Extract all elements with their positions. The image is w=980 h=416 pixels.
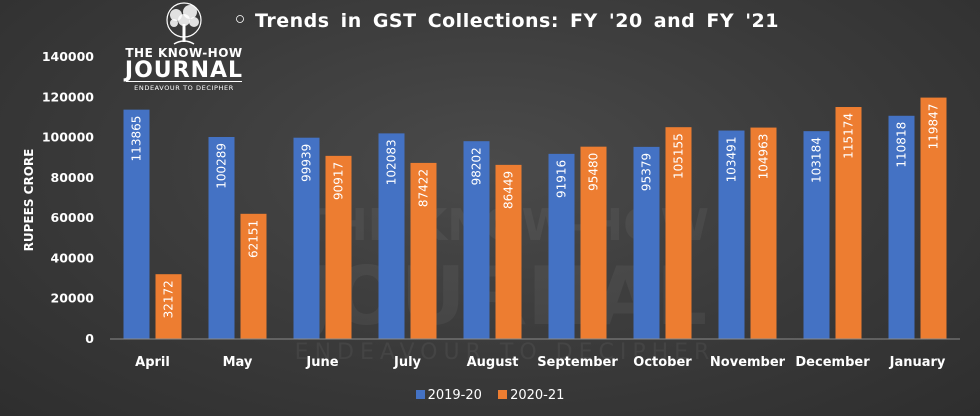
bar-2020-21 — [580, 146, 607, 339]
bars: 113865 32172 100289 62151 99939 90917 102083 87… — [123, 97, 947, 340]
bar-2020-21 — [325, 155, 352, 339]
data-label: 113865 — [130, 116, 144, 162]
bar-2020-21 — [920, 97, 947, 339]
x-axis-categories: April May June July August September October No… — [135, 355, 946, 370]
data-label: 103491 — [725, 137, 739, 183]
data-label: 115174 — [842, 113, 856, 159]
x-category-label: April — [135, 355, 170, 370]
data-label: 99939 — [300, 144, 314, 182]
bar-2020-21 — [495, 164, 522, 339]
data-label: 90917 — [332, 162, 346, 200]
y-tick-label: 100000 — [42, 130, 94, 145]
bar-2019-20 — [548, 153, 575, 339]
data-label: 98202 — [470, 147, 484, 185]
legend-label-2019-20: 2019-20 — [427, 388, 482, 403]
x-category-label: August — [467, 355, 519, 370]
bar-2019-20 — [718, 130, 745, 339]
legend-swatch-2020-21 — [498, 390, 508, 399]
brand-logo: THE KNOW-HOW JOURNAL ENDEAVOUR TO DECIPH… — [118, 0, 250, 96]
data-label: 119847 — [927, 104, 941, 150]
data-label: 86449 — [502, 171, 516, 209]
bar-2020-21 — [155, 274, 182, 339]
bar-2020-21 — [240, 213, 267, 339]
x-category-label: May — [223, 355, 253, 370]
data-label: 32172 — [162, 280, 176, 318]
x-category-label: July — [393, 355, 422, 370]
tree-icon — [166, 2, 244, 45]
data-label: 62151 — [247, 220, 261, 258]
bar-2020-21 — [410, 162, 437, 339]
data-label: 87422 — [417, 169, 431, 207]
bar-2020-21 — [665, 127, 692, 340]
bar-2019-20 — [463, 141, 490, 339]
x-category-label: June — [305, 355, 338, 370]
data-label: 91916 — [555, 160, 569, 198]
y-tick-label: 80000 — [51, 170, 95, 185]
y-tick-label: 140000 — [42, 49, 94, 64]
data-label: 95379 — [640, 153, 654, 191]
data-label: 103184 — [810, 137, 824, 183]
legend-item-2020-21: 2020-21 — [498, 388, 564, 403]
x-category-label: November — [710, 355, 786, 370]
logo-line2: JOURNAL — [124, 58, 244, 83]
bar-2019-20 — [208, 136, 235, 339]
bar-2020-21 — [750, 127, 777, 340]
legend: 2019-20 2020-21 — [0, 388, 980, 403]
data-label: 110818 — [895, 122, 909, 168]
bar-2020-21 — [835, 107, 862, 340]
data-label: 95480 — [587, 153, 601, 191]
logo-line1: THE KNOW-HOW — [125, 46, 243, 60]
data-label: 102083 — [385, 139, 399, 185]
bar-2019-20 — [633, 146, 660, 339]
bar-2019-20 — [803, 131, 830, 339]
y-tick-label: 40000 — [51, 250, 95, 265]
y-axis-label: RUPEES CRORE — [22, 149, 36, 252]
x-category-label: January — [889, 355, 946, 370]
data-label: 100289 — [215, 143, 229, 189]
data-label: 105155 — [672, 133, 686, 179]
logo-divider — [126, 81, 242, 82]
bar-2019-20 — [888, 115, 915, 339]
x-category-label: October — [633, 355, 692, 370]
y-tick-label: 0 — [85, 331, 94, 346]
bar-2019-20 — [378, 133, 405, 339]
y-tick-label: 120000 — [42, 89, 94, 104]
data-label: 104963 — [757, 134, 771, 180]
x-category-label: December — [795, 355, 870, 370]
x-category-label: September — [537, 355, 618, 370]
bar-2019-20 — [123, 109, 150, 339]
y-tick-label: 60000 — [51, 210, 95, 225]
logo-line3: ENDEAVOUR TO DECIPHER — [134, 84, 234, 92]
legend-swatch-2019-20 — [415, 390, 425, 399]
bar-2019-20 — [293, 137, 320, 339]
y-tick-label: 20000 — [51, 291, 95, 306]
legend-label-2020-21: 2020-21 — [510, 388, 565, 403]
y-axis-ticks: 0 20000 40000 60000 80000 100000 120000 140000 — [42, 49, 94, 346]
legend-item-2019-20: 2019-20 — [415, 388, 482, 403]
chart-title: Trends in GST Collections: FY '20 and FY… — [255, 10, 779, 32]
